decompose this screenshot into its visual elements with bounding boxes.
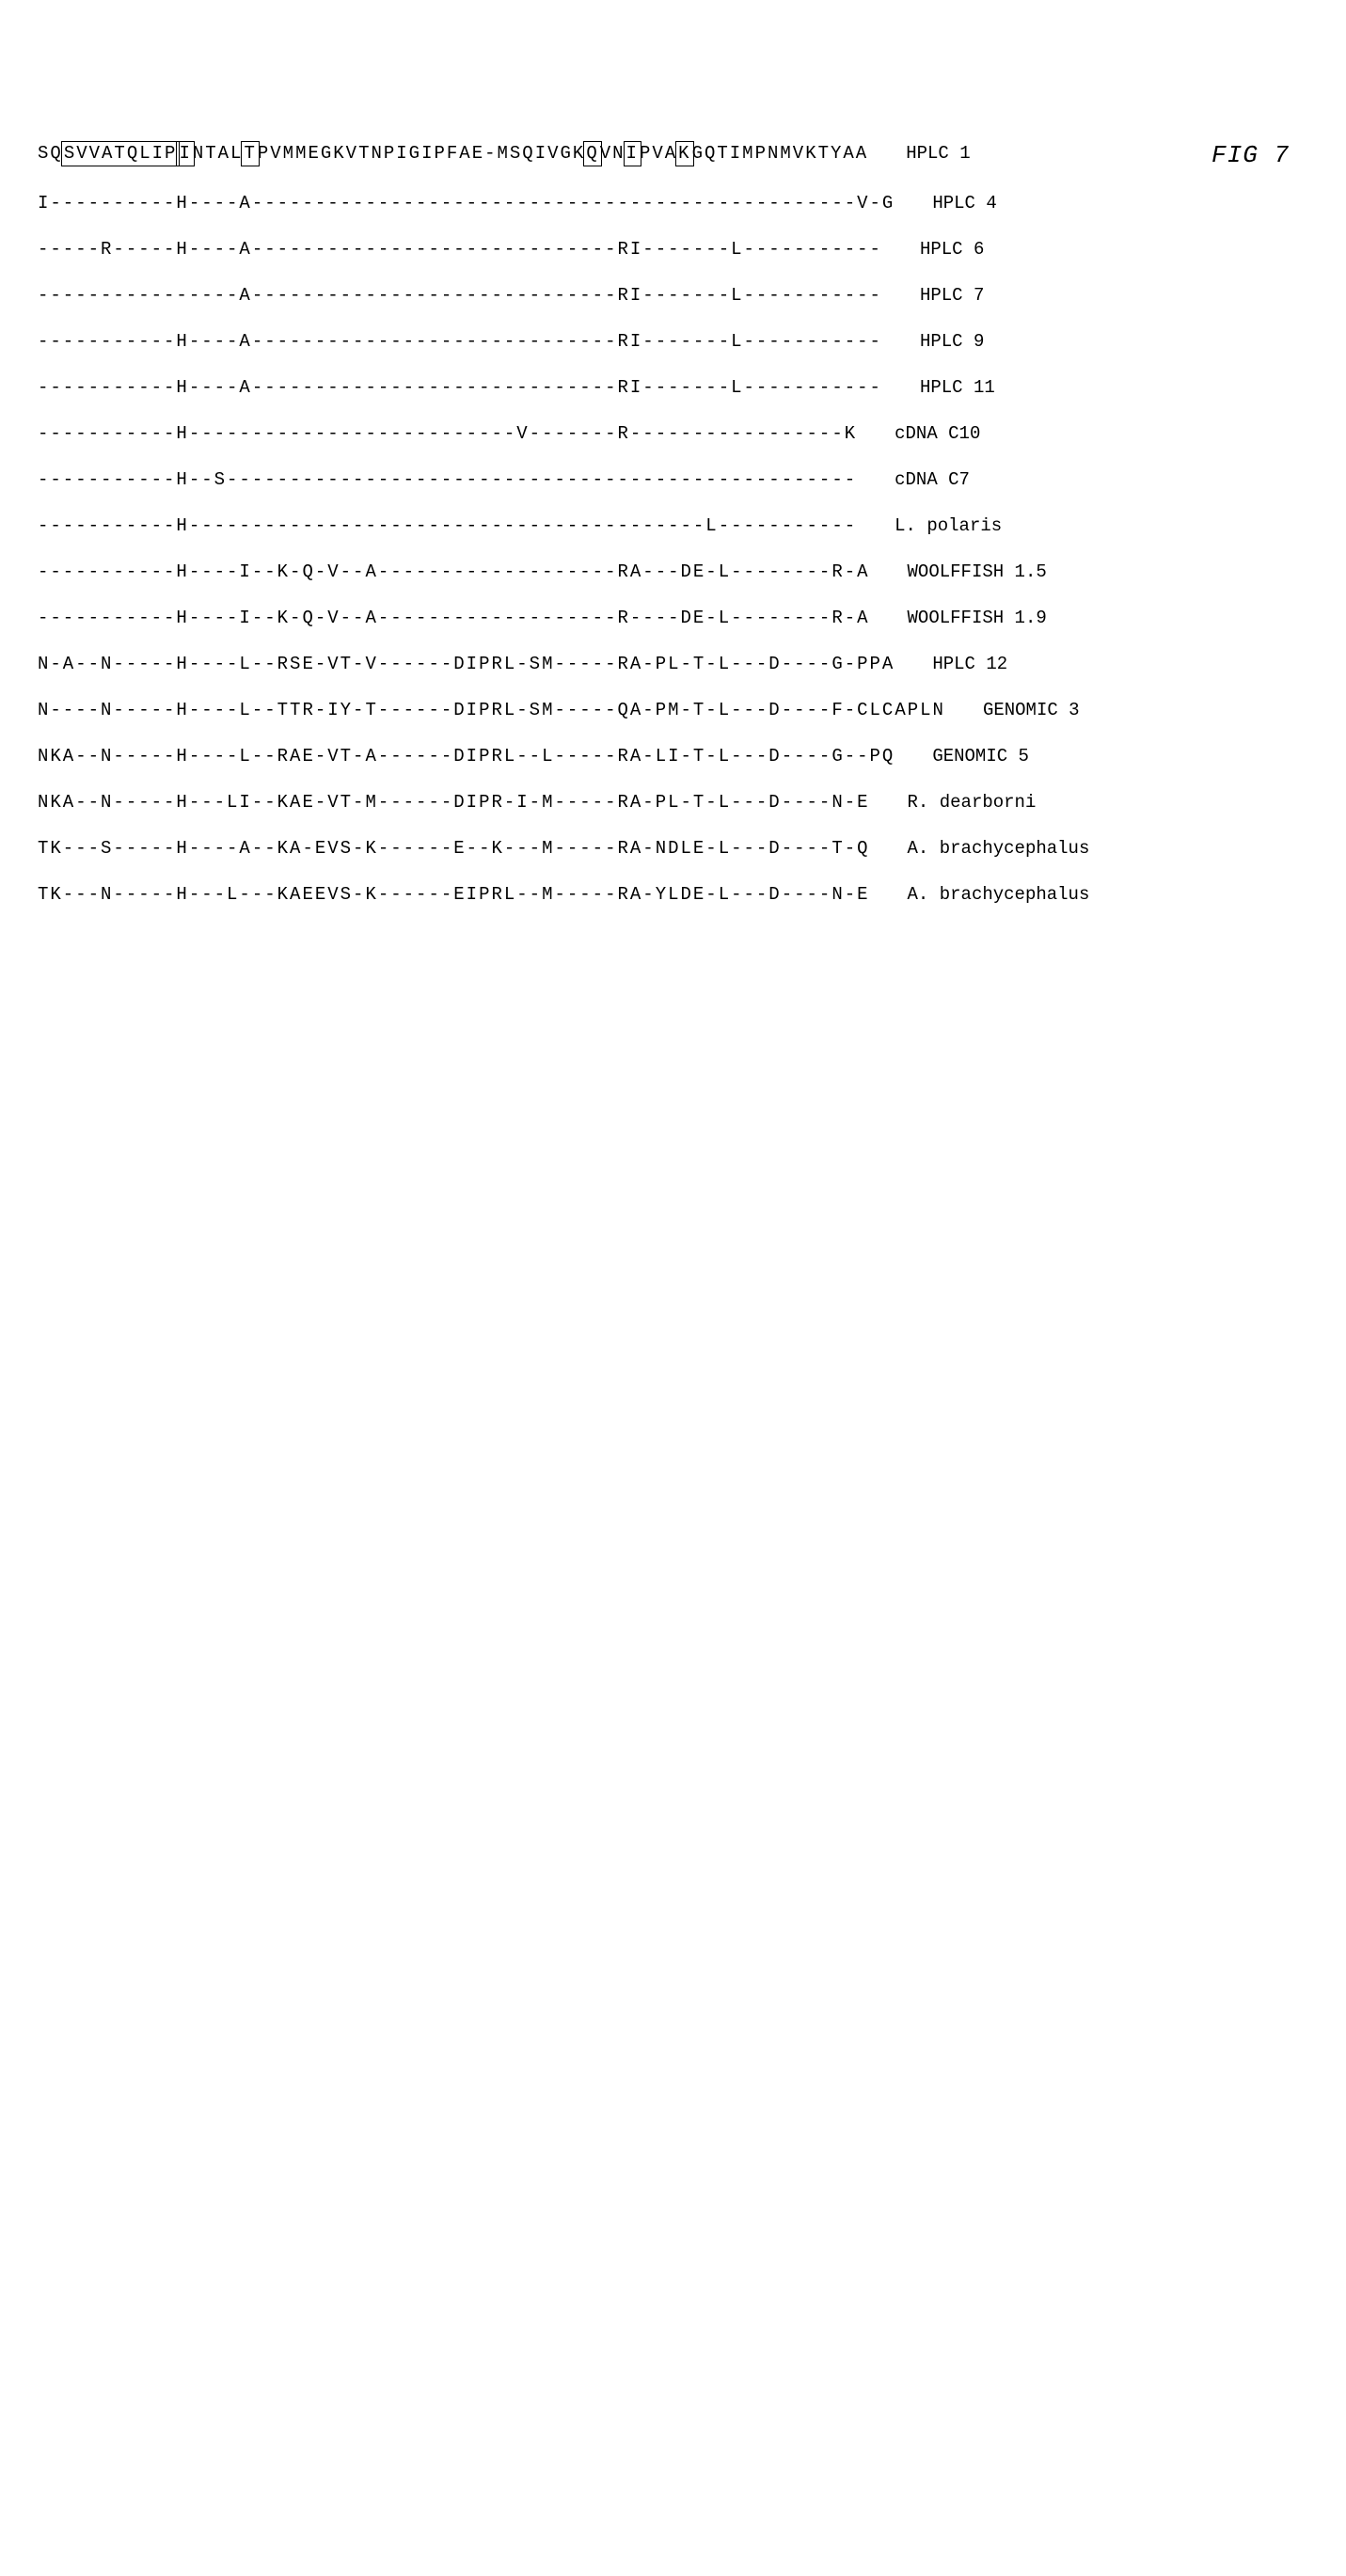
row-label: HPLC 11 — [920, 379, 995, 397]
alignment-row: N-A--N-----H----L--RSE-VT-V------DIPRL-S… — [38, 656, 1308, 673]
row-label: cDNA C7 — [895, 471, 970, 489]
aligned-sequence: NKA--N-----H---LI--KAE-VT-M------DIPR-I-… — [38, 794, 870, 812]
aligned-sequence: -----------H----A-----------------------… — [38, 379, 882, 397]
alignment-row: -----------H----A-----------------------… — [38, 333, 1308, 351]
sequence-alignment: SQSVVATQLIPINTALTPVMMEGKVTNPIGIPFAE-MSQI… — [38, 141, 1308, 904]
row-label: WOOLFFISH 1.9 — [908, 609, 1047, 627]
aligned-sequence: TK---S-----H----A--KA-EVS-K------E--K---… — [38, 840, 870, 858]
alignment-row: -----------H----------------------------… — [38, 517, 1308, 535]
row-label: HPLC 6 — [920, 241, 984, 259]
alignment-row: TK---S-----H----A--KA-EVS-K------E--K---… — [38, 840, 1308, 858]
row-label: HPLC 4 — [932, 195, 996, 213]
alignment-row: -----------H----I--K-Q-V--A-------------… — [38, 609, 1308, 627]
aligned-sequence: -----------H--------------------------V-… — [38, 425, 857, 443]
ref-mid-6: GQTIMPNMV — [692, 143, 806, 164]
alignment-row: I----------H----A-----------------------… — [38, 195, 1308, 213]
row-label: HPLC 9 — [920, 333, 984, 351]
row-label: HPLC 1 — [906, 145, 970, 163]
aligned-sequence: NKA--N-----H----L--RAE-VT-A------DIPRL--… — [38, 748, 895, 766]
aligned-sequence: I----------H----A-----------------------… — [38, 195, 895, 213]
aligned-sequence: N-A--N-----H----L--RSE-VT-V------DIPRL-S… — [38, 656, 895, 673]
ref-tail: KTYAA — [805, 143, 868, 164]
row-label: L. polaris — [895, 517, 1002, 535]
aligned-sequence: -----------H----I--K-Q-V--A-------------… — [38, 563, 870, 581]
aligned-sequence: ----------------A-----------------------… — [38, 287, 882, 305]
alignment-rows: I----------H----A-----------------------… — [38, 195, 1308, 904]
ref-mid-2: PVMMEGKVTNPIGIPF — [258, 143, 459, 164]
alignment-row: N----N-----H----L--TTR-IY-T------DIPRL-S… — [38, 702, 1308, 719]
aligned-sequence: -----R-----H----A-----------------------… — [38, 241, 882, 259]
row-label: A. brachycephalus — [908, 886, 1090, 904]
row-label: WOOLFFISH 1.5 — [908, 563, 1047, 581]
alignment-row: -----------H--S-------------------------… — [38, 471, 1308, 489]
aligned-sequence: -----------H--S-------------------------… — [38, 471, 857, 489]
row-label: A. brachycephalus — [908, 840, 1090, 858]
alignment-row: ----------------A-----------------------… — [38, 287, 1308, 305]
aligned-sequence: TK---N-----H---L---KAEEVS-K------EIPRL--… — [38, 886, 870, 904]
ref-mid-3: AE-MSQIVGK — [459, 143, 585, 164]
alignment-row-reference: SQSVVATQLIPINTALTPVMMEGKVTNPIGIPFAE-MSQI… — [38, 141, 1308, 166]
alignment-row: -----------H----A-----------------------… — [38, 379, 1308, 397]
figure-caption: FIG 7 — [1211, 141, 1290, 169]
ref-mid-4: VN — [600, 143, 625, 164]
row-label: HPLC 7 — [920, 287, 984, 305]
aligned-sequence: -----------H----A-----------------------… — [38, 333, 882, 351]
row-label: GENOMIC 3 — [983, 702, 1080, 719]
alignment-row: NKA--N-----H----L--RAE-VT-A------DIPRL--… — [38, 748, 1308, 766]
aligned-sequence: N----N-----H----L--TTR-IY-T------DIPRL-S… — [38, 702, 945, 719]
row-label: GENOMIC 5 — [932, 748, 1029, 766]
ref-prefix: SQ — [38, 143, 63, 164]
ref-mid-5: PVA — [640, 143, 677, 164]
ref-box-1: SVVATQLIP — [61, 141, 181, 166]
row-label: R. dearborni — [908, 794, 1037, 812]
row-label: cDNA C10 — [895, 425, 980, 443]
reference-sequence: SQSVVATQLIPINTALTPVMMEGKVTNPIGIPFAE-MSQI… — [38, 141, 868, 166]
figure-page: FIG 7 SQSVVATQLIPINTALTPVMMEGKVTNPIGIPFA… — [38, 141, 1308, 904]
ref-mid-1: NTAL — [193, 143, 244, 164]
row-label: HPLC 12 — [932, 656, 1007, 673]
alignment-row: TK---N-----H---L---KAEEVS-K------EIPRL--… — [38, 886, 1308, 904]
alignment-row: NKA--N-----H---LI--KAE-VT-M------DIPR-I-… — [38, 794, 1308, 812]
alignment-row: -----------H--------------------------V-… — [38, 425, 1308, 443]
aligned-sequence: -----------H----I--K-Q-V--A-------------… — [38, 609, 870, 627]
alignment-row: -----------H----I--K-Q-V--A-------------… — [38, 563, 1308, 581]
alignment-row: -----R-----H----A-----------------------… — [38, 241, 1308, 259]
aligned-sequence: -----------H----------------------------… — [38, 517, 857, 535]
